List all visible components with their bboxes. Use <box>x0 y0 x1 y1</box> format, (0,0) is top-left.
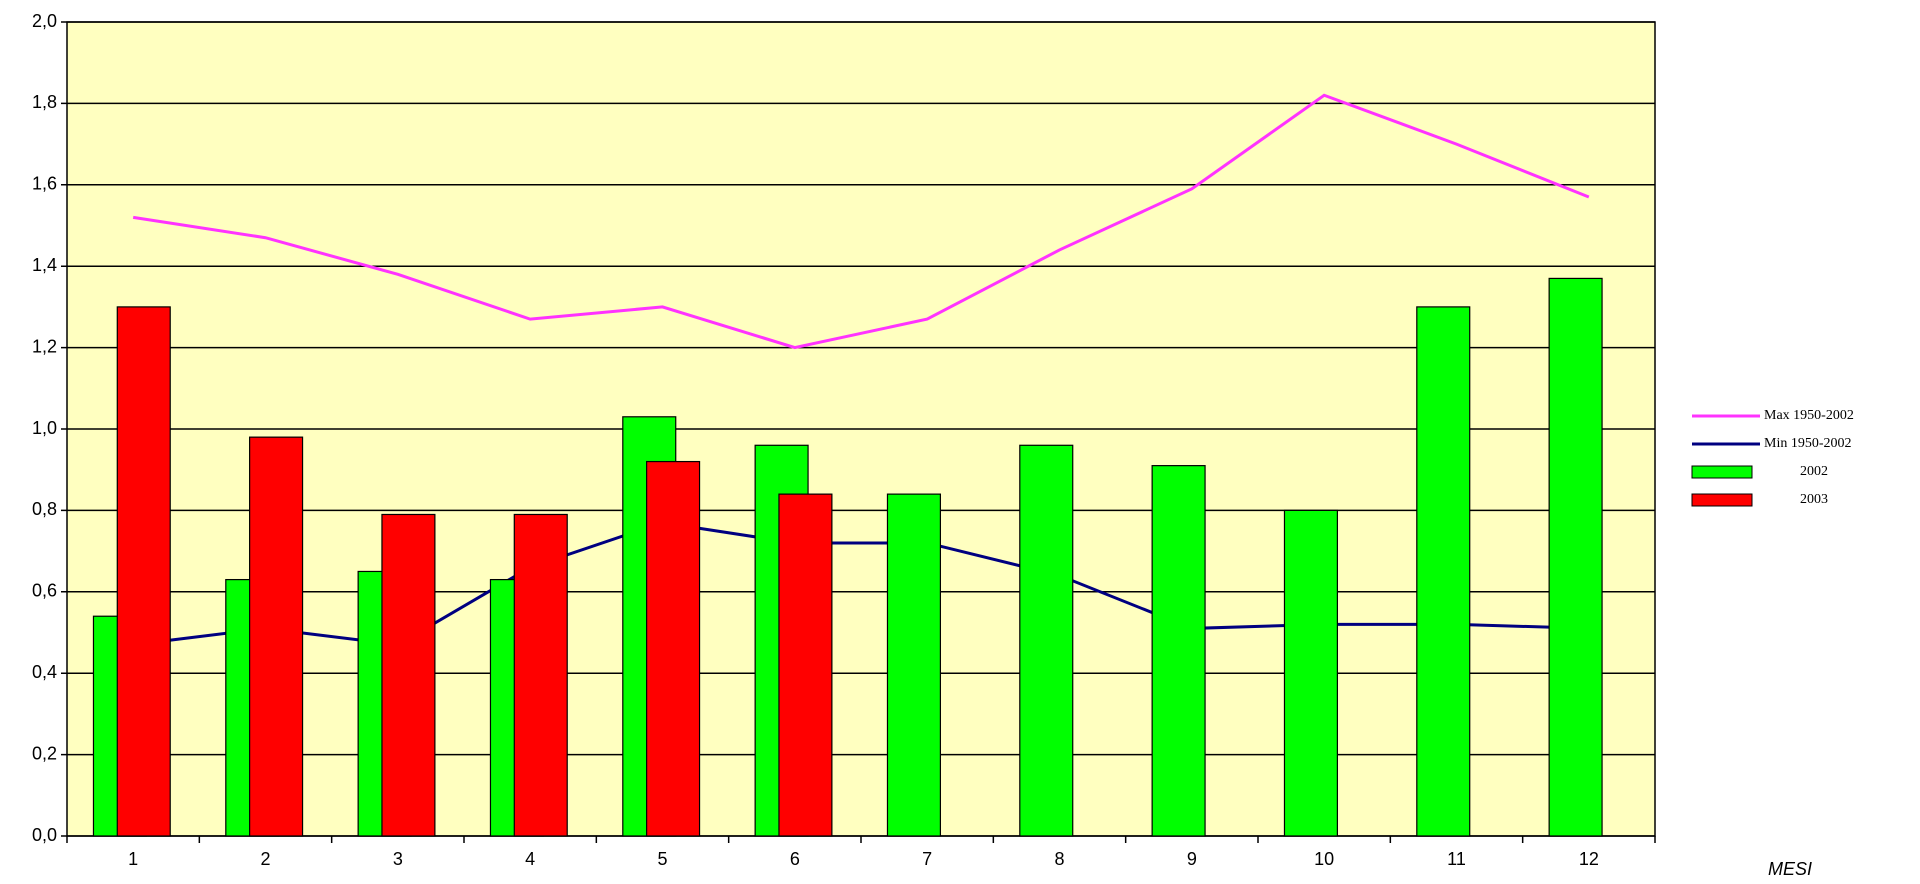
x-tick-label: 6 <box>790 849 800 869</box>
x-tick-label: 4 <box>525 849 535 869</box>
bar <box>249 436 304 837</box>
line-series <box>132 93 1590 350</box>
bar <box>1416 306 1471 837</box>
bar <box>381 513 436 837</box>
x-tick-label: 10 <box>1314 849 1334 869</box>
bar <box>1548 277 1603 837</box>
y-tick-label: 2,0 <box>32 11 57 31</box>
bar <box>1283 509 1339 837</box>
y-tick-label: 1,0 <box>32 418 57 438</box>
y-tick-label: 0,2 <box>32 743 57 763</box>
legend-swatch <box>1691 493 1753 507</box>
x-tick-label: 7 <box>922 849 932 869</box>
bar <box>1019 444 1074 837</box>
x-tick-label: 1 <box>128 849 138 869</box>
bar <box>116 306 171 837</box>
legend-label: 2003 <box>1800 492 1828 507</box>
x-tick-label: 5 <box>657 849 667 869</box>
y-tick-label: 0,8 <box>32 499 57 519</box>
bar <box>513 513 568 837</box>
legend-label: Min 1950-2002 <box>1764 436 1852 451</box>
legend-label: 2002 <box>1800 464 1828 479</box>
x-tick-label: 8 <box>1054 849 1064 869</box>
y-tick-label: 0,0 <box>32 825 57 845</box>
y-tick-label: 1,8 <box>32 92 57 112</box>
y-tick-label: 1,2 <box>32 336 57 356</box>
legend-label: Max 1950-2002 <box>1764 408 1854 423</box>
x-axis-label: MESI <box>1768 859 1812 879</box>
y-tick-label: 1,4 <box>32 255 57 275</box>
bar <box>646 460 701 837</box>
y-tick-label: 0,4 <box>32 662 57 682</box>
x-tick-label: 9 <box>1187 849 1197 869</box>
legend-swatch <box>1691 465 1753 479</box>
bar <box>1151 465 1206 837</box>
x-tick-label: 3 <box>393 849 403 869</box>
y-tick-label: 1,6 <box>32 174 57 194</box>
x-tick-label: 11 <box>1447 849 1466 869</box>
x-tick-label: 12 <box>1579 849 1599 869</box>
y-tick-label: 0,6 <box>32 581 57 601</box>
bar <box>778 493 833 837</box>
bar <box>886 493 942 837</box>
x-tick-label: 2 <box>260 849 270 869</box>
